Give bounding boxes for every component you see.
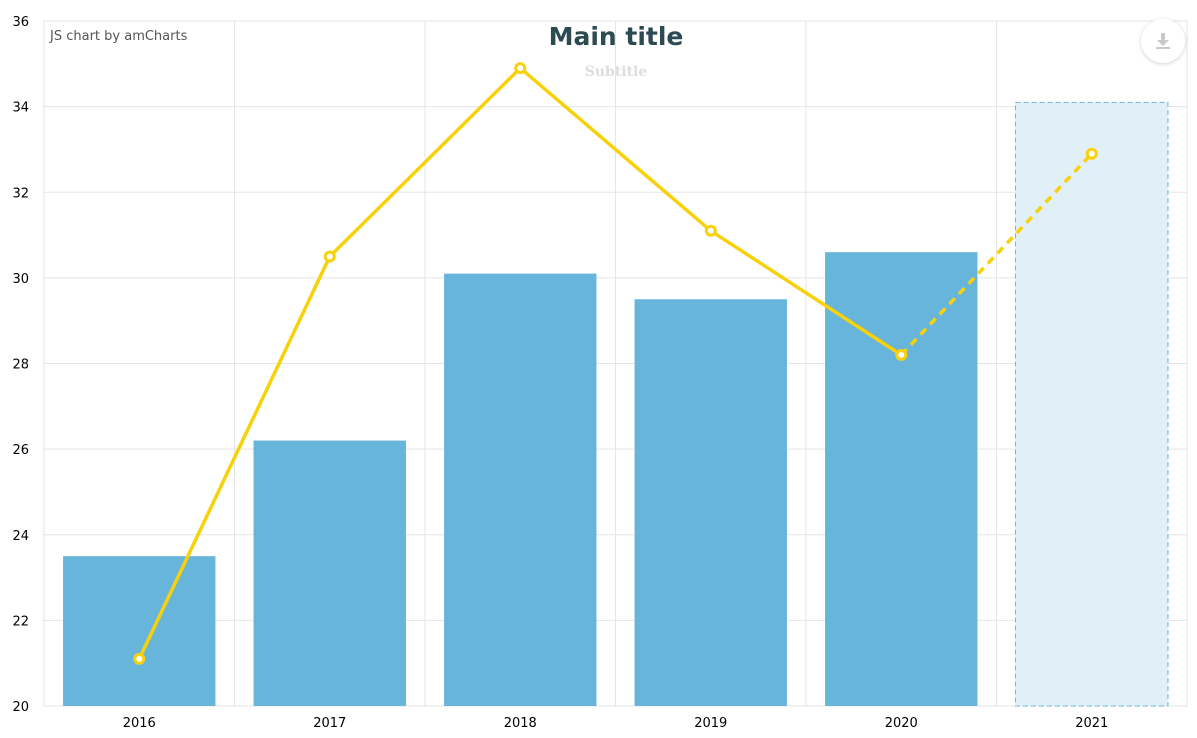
- bar: [634, 299, 787, 706]
- y-tick-label: 26: [12, 443, 29, 458]
- line-segment: [328, 66, 522, 259]
- y-tick-label: 30: [12, 272, 29, 287]
- line-segment-dashed: [899, 152, 1094, 357]
- bar: [825, 252, 978, 706]
- grid-layer: [43, 20, 1188, 707]
- y-tick-label: 22: [12, 614, 29, 629]
- chart-title: Main title: [548, 22, 684, 51]
- y-tick-label: 20: [12, 700, 29, 715]
- line-segment: [137, 254, 332, 661]
- download-icon: [1156, 33, 1170, 49]
- x-tick-label: 2019: [694, 716, 727, 731]
- chart-subtitle: Subtitle: [584, 64, 648, 80]
- y-tick-label: 32: [12, 186, 29, 201]
- line-point: [895, 348, 908, 361]
- bar: [63, 556, 216, 706]
- bar: [253, 440, 406, 706]
- export-button[interactable]: [1141, 19, 1185, 63]
- line-point: [323, 250, 336, 263]
- x-tick-label: 2017: [313, 716, 346, 731]
- x-tick-label: 2021: [1075, 716, 1108, 731]
- x-tick-label: 2018: [504, 716, 537, 731]
- line-point: [514, 62, 527, 75]
- bar: [444, 273, 597, 706]
- bar-layer: [63, 101, 1169, 707]
- line-point: [133, 652, 146, 665]
- line-point: [1085, 147, 1098, 160]
- line-layer: [133, 62, 1098, 665]
- line-point: [704, 224, 717, 237]
- y-tick-label: 24: [12, 529, 29, 544]
- chart-credit[interactable]: JS chart by amCharts: [50, 29, 188, 44]
- y-tick-label: 34: [12, 101, 29, 116]
- y-tick-label: 36: [12, 15, 29, 30]
- x-tick-label: 2016: [123, 716, 156, 731]
- line-segment: [518, 66, 713, 233]
- line-segment: [709, 229, 903, 357]
- y-tick-label: 28: [12, 358, 29, 373]
- axis-layer: 20 22 24 26 28 30 32 34 36 2016 2017 2018 2019 2020 20…: [12, 15, 1108, 731]
- x-tick-label: 2020: [885, 716, 918, 731]
- bar-projected: [1015, 101, 1169, 707]
